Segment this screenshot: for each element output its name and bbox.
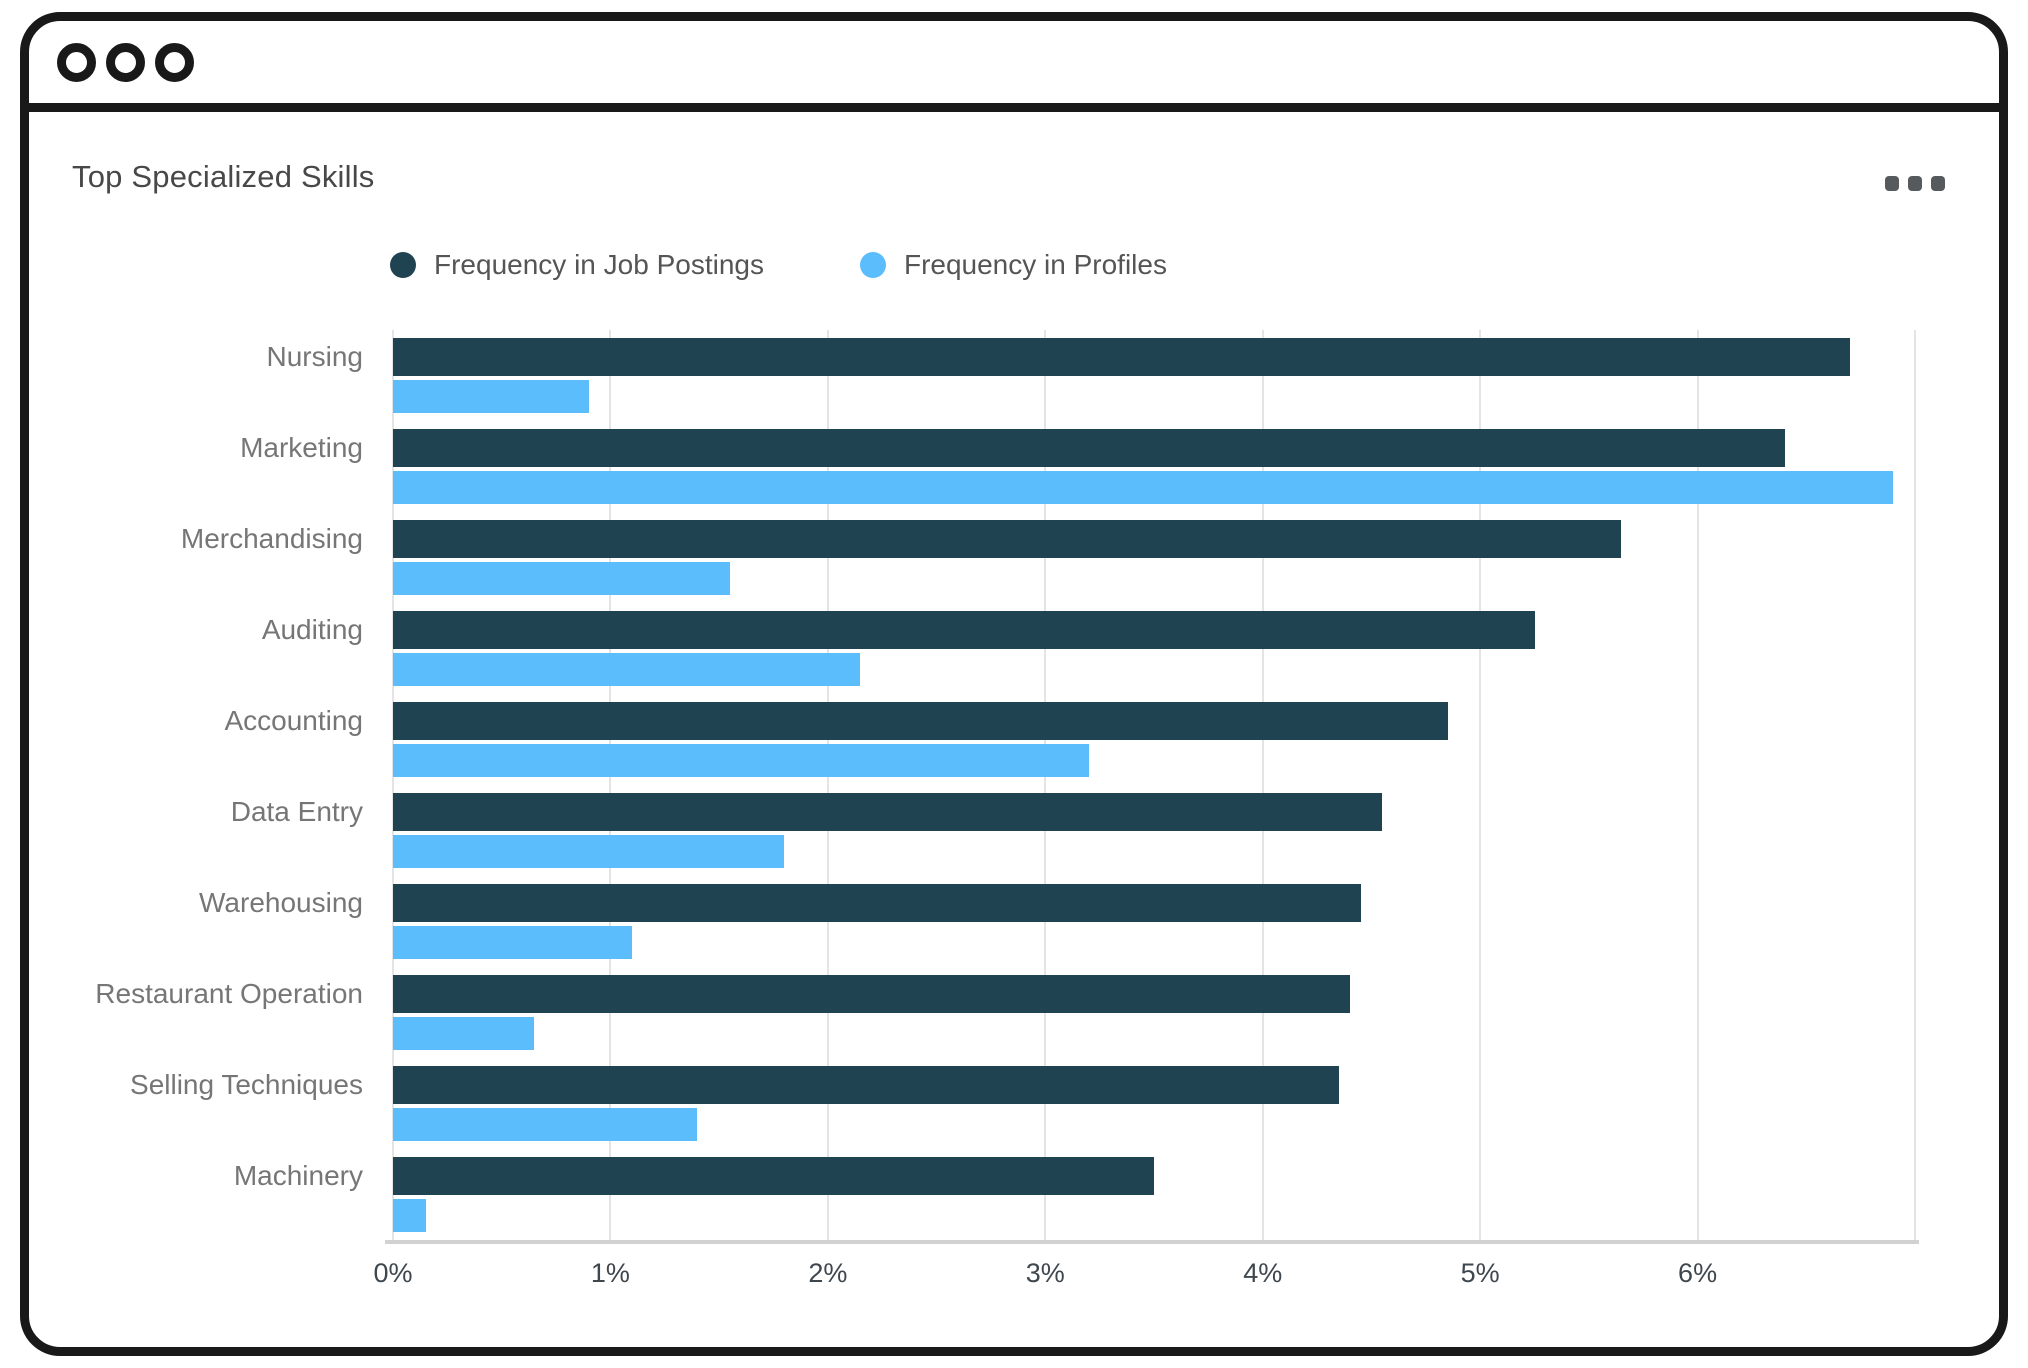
bar-row: Selling Techniques: [29, 1058, 1999, 1149]
gridline: [1044, 330, 1047, 1240]
x-axis-tick: 5%: [1460, 1258, 1500, 1288]
bar-profiles[interactable]: [393, 926, 633, 959]
legend-swatch-profiles-icon: [859, 252, 886, 278]
gridline: [1914, 330, 1916, 1240]
bar-profiles[interactable]: [393, 653, 861, 686]
window-dot-icon[interactable]: [155, 42, 194, 82]
category-label: Nursing: [266, 341, 363, 372]
ellipsis-dot-icon: [1931, 176, 1945, 191]
bar-job-postings[interactable]: [393, 429, 1785, 467]
legend-label: Frequency in Profiles: [903, 249, 1167, 280]
gridline: [826, 330, 829, 1240]
bar-row: Nursing: [29, 330, 1999, 421]
page-title: Top Specialized Skills: [72, 159, 375, 194]
bar-profiles[interactable]: [393, 1017, 535, 1050]
bar-job-postings[interactable]: [393, 611, 1535, 649]
bar-profiles[interactable]: [393, 1199, 426, 1232]
x-axis-tick: 0%: [373, 1258, 413, 1288]
bar-job-postings[interactable]: [393, 793, 1383, 831]
ellipsis-dot-icon: [1908, 176, 1922, 191]
x-axis-tick: 3%: [1025, 1258, 1065, 1288]
legend-label: Frequency in Job Postings: [434, 249, 764, 280]
bar-row: Restaurant Operation: [29, 967, 1999, 1058]
bar-profiles[interactable]: [393, 562, 730, 595]
legend-item-job-postings[interactable]: Frequency in Job Postings: [390, 249, 764, 281]
x-axis-tick: 4%: [1243, 1258, 1283, 1288]
more-options-button[interactable]: [1885, 176, 1945, 191]
bar-row: Merchandising: [29, 512, 1999, 603]
category-label: Marketing: [240, 432, 363, 463]
bar-profiles[interactable]: [393, 1108, 698, 1141]
bar-profiles[interactable]: [393, 471, 1894, 504]
x-axis-tick: 1%: [590, 1258, 630, 1288]
card-header: Top Specialized Skills: [72, 158, 1945, 196]
legend-item-profiles[interactable]: Frequency in Profiles: [859, 249, 1167, 281]
bar-rows: Nursing Marketing Merchandising Auditing Acc…: [29, 330, 1999, 1240]
bar-job-postings[interactable]: [393, 338, 1850, 376]
bar-profiles[interactable]: [393, 835, 785, 868]
bar-profiles[interactable]: [393, 744, 1089, 777]
category-label: Selling Techniques: [130, 1069, 363, 1100]
bar-job-postings[interactable]: [393, 520, 1622, 558]
category-label: Data Entry: [230, 796, 363, 827]
bar-job-postings[interactable]: [393, 702, 1448, 740]
category-label: Machinery: [233, 1160, 363, 1191]
bar-job-postings[interactable]: [393, 1066, 1339, 1104]
legend-swatch-job-postings-icon: [390, 252, 416, 278]
gridline: [392, 330, 394, 1240]
bar-row: Machinery: [29, 1149, 1999, 1240]
bar-chart: Nursing Marketing Merchandising Auditing Acc…: [29, 330, 1999, 1288]
ellipsis-dot-icon: [1885, 176, 1899, 191]
bar-job-postings[interactable]: [393, 975, 1350, 1013]
category-label: Accounting: [224, 705, 363, 736]
bar-job-postings[interactable]: [393, 884, 1361, 922]
category-label: Merchandising: [180, 523, 363, 554]
bar-row: Accounting: [29, 694, 1999, 785]
gridline: [609, 330, 612, 1240]
chart-legend: Frequency in Job Postings Frequency in P…: [390, 248, 1999, 282]
window-dot-icon[interactable]: [106, 42, 145, 82]
x-axis-line: [385, 1240, 1919, 1244]
gridline: [1479, 330, 1482, 1240]
window-titlebar: [29, 21, 1999, 112]
category-label: Restaurant Operation: [95, 978, 363, 1009]
bar-row: Marketing: [29, 421, 1999, 512]
bar-row: Data Entry: [29, 785, 1999, 876]
gridline: [1696, 330, 1699, 1240]
plot-gridlines: [392, 330, 1916, 1240]
bar-row: Warehousing: [29, 876, 1999, 967]
x-axis-tick: 6%: [1678, 1258, 1718, 1288]
bar-profiles[interactable]: [393, 380, 589, 413]
category-label: Auditing: [261, 614, 363, 645]
gridline: [1261, 330, 1264, 1240]
chart-card: Top Specialized Skills Frequency in Job …: [29, 158, 1999, 1288]
window-dot-icon[interactable]: [57, 42, 96, 82]
x-axis: 0% 1% 2% 3% 4% 5% 6%: [373, 1258, 1915, 1298]
x-axis-tick: 2%: [808, 1258, 848, 1288]
bar-job-postings[interactable]: [393, 1157, 1154, 1195]
browser-window: Top Specialized Skills Frequency in Job …: [20, 12, 2008, 1356]
bar-row: Auditing: [29, 603, 1999, 694]
category-label: Warehousing: [199, 887, 363, 918]
